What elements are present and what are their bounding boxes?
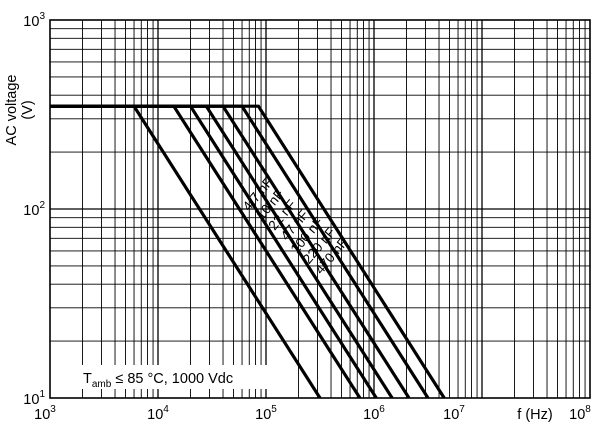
x-tick-label: 104: [147, 404, 169, 423]
x-axis-label: f (Hz): [517, 407, 552, 423]
x-tick-label: 105: [255, 404, 277, 423]
annotation-text: Tamb ≤ 85 °C, 1000 Vdc: [83, 371, 233, 390]
x-tick-label: 103: [34, 404, 56, 423]
series-line-6: [50, 104, 322, 398]
x-tick-label: 107: [443, 404, 465, 423]
y-tick-label: 102: [23, 200, 45, 219]
y-tick-label: 103: [23, 11, 45, 30]
y-tick-label: 101: [23, 389, 45, 408]
plot-frame: [49, 19, 591, 399]
x-tick-labels: 103 104 105 106 107 108: [34, 404, 591, 423]
y-axis-unit: (V): [20, 100, 36, 119]
annotation-subscript: amb: [92, 379, 112, 390]
y-axis-title: AC voltage (V): [4, 75, 36, 146]
y-axis-label: AC voltage: [4, 75, 20, 146]
x-tick-label: 108: [569, 404, 591, 423]
annotation-rest: ≤ 85 °C, 1000 Vdc: [111, 371, 233, 387]
annotation-background: [78, 365, 290, 389]
x-tick-label: 106: [363, 404, 385, 423]
annotation-box: Tamb ≤ 85 °C, 1000 Vdc: [78, 365, 290, 390]
grid: [50, 20, 590, 398]
series-group: [50, 104, 446, 398]
annotation-t: T: [83, 371, 92, 387]
y-tick-labels: 101 102 103: [23, 11, 45, 408]
